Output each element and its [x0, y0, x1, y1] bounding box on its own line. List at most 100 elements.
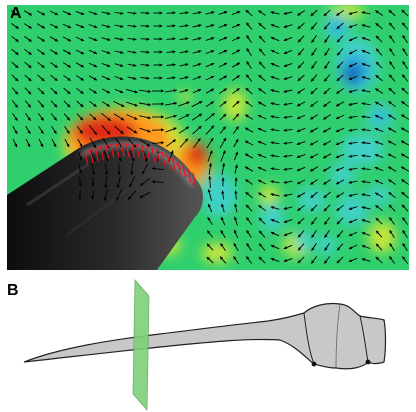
velocity-arrow-head: [146, 24, 150, 28]
velocity-arrow-head: [159, 37, 163, 41]
velocity-arrow-head: [283, 220, 288, 223]
velocity-arrow-head: [402, 230, 406, 234]
velocity-arrow-head: [15, 64, 19, 68]
velocity-arrow-head: [236, 75, 240, 79]
velocity-arrow-head: [246, 256, 250, 260]
velocity-arrow-head: [361, 232, 366, 235]
velocity-arrow-head: [172, 139, 176, 143]
velocity-arrow-head: [270, 231, 275, 235]
velocity-arrow-head: [198, 63, 202, 67]
velocity-arrow-head: [270, 36, 275, 40]
velocity-arrow-head: [105, 158, 109, 162]
velocity-arrow-head: [258, 205, 262, 209]
velocity-arrow-head: [297, 259, 301, 264]
velocity-arrow-head: [361, 219, 365, 223]
velocity-arrow-head: [208, 163, 212, 167]
velocity-arrow-head: [159, 11, 163, 15]
velocity-arrow-head: [245, 114, 249, 118]
velocity-arrow-head: [361, 193, 365, 197]
velocity-arrow-head: [92, 171, 96, 175]
velocity-arrow-head: [348, 233, 353, 237]
surface-vector: [166, 154, 171, 170]
velocity-arrow-head: [361, 24, 365, 28]
wing-bone: [303, 312, 315, 365]
velocity-arrow-head: [283, 64, 288, 67]
velocity-arrow-head: [311, 260, 315, 264]
velocity-arrow-head: [297, 77, 301, 81]
velocity-arrow-head: [374, 154, 379, 157]
velocity-arrow-head: [152, 180, 156, 184]
velocity-arrow-head: [220, 256, 224, 260]
velocity-arrow-head: [375, 35, 380, 39]
velocity-arrow-head: [283, 128, 287, 132]
velocity-arrow-head: [210, 101, 214, 105]
velocity-arrow-head: [283, 206, 287, 210]
velocity-arrow-head: [133, 24, 137, 28]
velocity-arrow-head: [211, 24, 215, 28]
velocity-arrow-head: [388, 114, 392, 118]
velocity-arrow-head: [311, 221, 315, 225]
velocity-arrow-head: [324, 221, 328, 225]
velocity-arrow-head: [103, 197, 107, 201]
velocity-arrow-head: [172, 63, 176, 67]
velocity-arrow-head: [93, 11, 98, 15]
velocity-arrow-head: [106, 51, 111, 54]
velocity-arrow-head: [116, 197, 120, 201]
velocity-arrow-head: [283, 11, 287, 15]
velocity-arrow-head: [297, 181, 301, 185]
velocity-arrow-head: [220, 230, 224, 234]
velocity-arrow-head: [146, 37, 150, 41]
surface-vector: [125, 142, 130, 158]
velocity-arrow-head: [389, 256, 393, 260]
velocity-arrow-head: [54, 64, 58, 68]
velocity-arrow-head: [361, 206, 365, 210]
velocity-arrow-head: [120, 130, 124, 134]
leading-edge-outline: [82, 143, 196, 188]
velocity-arrow-head: [144, 158, 148, 162]
velocity-arrow-head: [283, 259, 288, 262]
velocity-arrow-head: [197, 138, 201, 142]
velocity-arrow-head: [348, 115, 352, 119]
velocity-arrow-head: [185, 50, 189, 54]
velocity-arrow-head: [310, 129, 314, 133]
velocity-arrow-head: [106, 131, 111, 135]
velocity-arrow-head: [14, 104, 18, 108]
velocity-arrow-head: [246, 243, 250, 247]
velocity-arrow-head: [66, 117, 70, 121]
wing-membrane: [23, 302, 387, 370]
velocity-arrow-head: [310, 12, 314, 16]
velocity-arrow-head: [283, 154, 287, 158]
velocity-arrow-head: [388, 127, 392, 131]
velocity-arrow-head: [245, 166, 249, 170]
velocity-arrow-head: [245, 9, 249, 14]
velocity-arrow-head: [14, 143, 18, 148]
velocity-arrow-head: [28, 25, 32, 29]
velocity-arrow-head: [198, 11, 202, 15]
velocity-arrow-head: [270, 141, 274, 145]
velocity-arrow-head: [133, 76, 137, 80]
velocity-arrow-head: [221, 190, 225, 194]
velocity-arrow-head: [270, 206, 274, 210]
velocity-arrow-head: [270, 128, 274, 132]
velocity-arrow-head: [245, 153, 249, 157]
velocity-arrow-head: [246, 217, 250, 221]
velocity-arrow-head: [361, 11, 365, 15]
velocity-arrow-head: [361, 102, 365, 106]
velocity-arrow-head: [375, 192, 379, 196]
velocity-arrow-head: [54, 77, 58, 81]
velocity-arrow-head: [121, 103, 125, 107]
velocity-arrow-head: [106, 103, 110, 107]
velocity-arrow-head: [337, 234, 341, 238]
velocity-arrow-head: [66, 143, 70, 147]
velocity-arrow-head: [257, 141, 262, 144]
velocity-arrow-head: [234, 177, 238, 181]
velocity-arrow-head: [323, 194, 327, 198]
surface-vector: [171, 157, 176, 172]
velocity-arrow-head: [67, 12, 72, 16]
velocity-arrow-head: [296, 168, 301, 172]
velocity-arrow-head: [223, 24, 228, 27]
velocity-arrow-head: [336, 12, 340, 16]
velocity-arrow-head: [80, 103, 84, 107]
velocity-arrow-head: [361, 180, 365, 184]
velocity-arrow-head: [185, 11, 189, 15]
